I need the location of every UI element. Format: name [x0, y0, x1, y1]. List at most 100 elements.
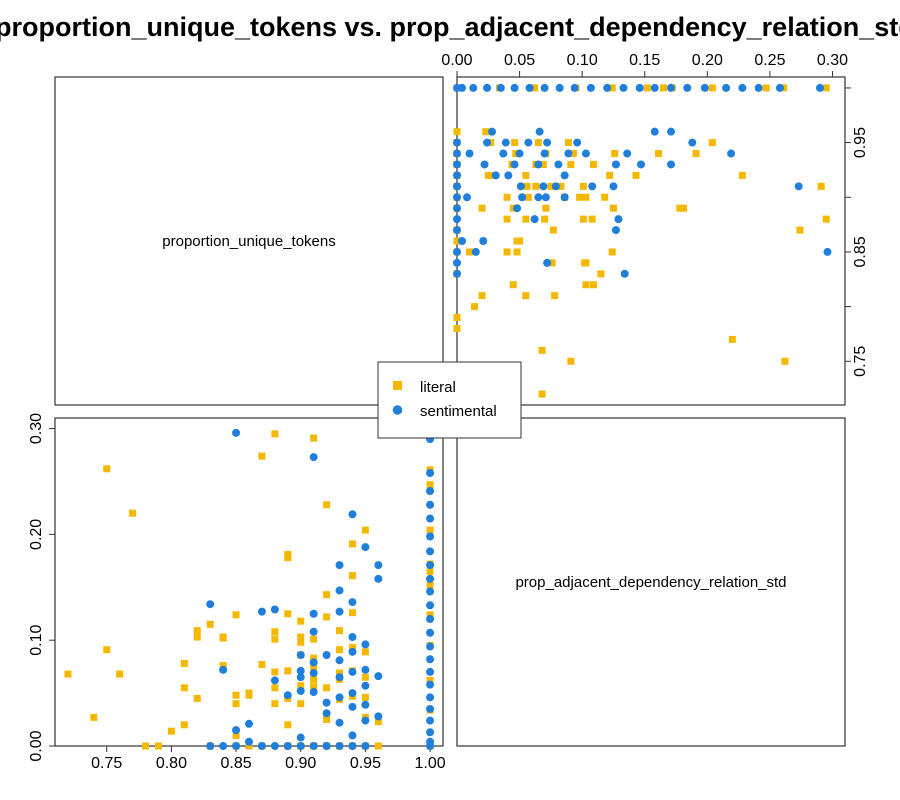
point-sentimental	[426, 587, 435, 596]
point-sentimental	[426, 628, 435, 637]
point-sentimental	[335, 607, 344, 616]
point-literal	[606, 171, 614, 179]
point-literal	[482, 128, 490, 136]
point-sentimental	[309, 668, 318, 677]
point-literal	[284, 721, 292, 729]
point-literal	[542, 204, 550, 212]
legend-literal-swatch	[393, 381, 402, 390]
point-literal	[503, 215, 511, 223]
point-literal	[817, 182, 825, 190]
point-sentimental	[426, 500, 435, 509]
point-sentimental	[374, 672, 383, 681]
point-sentimental	[309, 453, 318, 462]
point-sentimental	[426, 742, 435, 750]
point-literal	[348, 572, 356, 580]
point-sentimental	[374, 712, 383, 721]
point-sentimental	[426, 655, 435, 664]
point-literal	[271, 684, 279, 692]
point-literal	[310, 635, 318, 643]
point-literal	[471, 303, 479, 311]
point-sentimental	[232, 742, 241, 750]
point-literal	[336, 669, 344, 677]
point-sentimental	[823, 247, 832, 256]
point-sentimental	[283, 691, 292, 700]
point-sentimental	[636, 160, 645, 169]
point-literal	[426, 581, 434, 589]
y-tick-label-left: 0.00	[28, 730, 45, 761]
point-sentimental	[426, 574, 435, 583]
point-sentimental	[722, 83, 731, 92]
point-sentimental	[426, 667, 435, 676]
point-sentimental	[361, 681, 370, 690]
point-sentimental	[426, 693, 435, 702]
point-literal	[336, 646, 344, 654]
legend-box	[377, 361, 522, 439]
point-sentimental	[534, 160, 543, 169]
x-tick-label-top: 0.25	[754, 52, 785, 69]
y-tick-label-right: 0.85	[852, 236, 869, 267]
x-tick-label-top: 0.05	[504, 52, 535, 69]
point-literal	[374, 742, 382, 750]
point-literal	[601, 193, 609, 201]
point-sentimental	[426, 601, 435, 610]
point-literal	[567, 357, 575, 365]
point-sentimental	[738, 83, 747, 92]
point-literal	[608, 248, 616, 256]
point-literal	[538, 346, 546, 354]
point-literal	[557, 182, 565, 190]
point-sentimental	[540, 83, 549, 92]
point-literal	[103, 646, 111, 654]
point-literal	[180, 659, 188, 667]
point-literal	[193, 633, 201, 641]
point-sentimental	[496, 83, 505, 92]
point-literal	[361, 673, 369, 681]
point-sentimental	[374, 561, 383, 570]
point-sentimental	[245, 719, 253, 728]
point-literal	[582, 193, 590, 201]
point-literal	[531, 84, 539, 92]
point-sentimental	[232, 726, 241, 735]
point-sentimental	[348, 689, 357, 698]
point-literal	[581, 259, 589, 267]
point-sentimental	[426, 680, 435, 689]
point-literal	[271, 430, 279, 438]
x-tick-label-bottom: 0.75	[91, 755, 122, 772]
point-sentimental	[650, 127, 659, 136]
point-sentimental	[465, 149, 474, 158]
point-sentimental	[554, 160, 563, 169]
point-literal	[478, 204, 486, 212]
point-literal	[361, 648, 369, 656]
point-sentimental	[754, 83, 763, 92]
point-sentimental	[296, 742, 305, 750]
x-tick-label-top: 0.00	[441, 52, 472, 69]
point-literal	[180, 684, 188, 692]
legend-sentimental-label: sentimental	[420, 403, 497, 420]
point-sentimental	[518, 193, 527, 202]
point-literal	[271, 635, 279, 643]
point-sentimental	[516, 182, 525, 191]
point-sentimental	[667, 127, 676, 136]
point-literal	[271, 668, 279, 676]
point-sentimental	[614, 215, 623, 224]
point-sentimental	[513, 204, 522, 213]
point-sentimental	[426, 532, 435, 541]
point-sentimental	[530, 215, 539, 224]
point-sentimental	[611, 160, 620, 169]
point-literal	[453, 314, 461, 322]
point-literal	[503, 193, 511, 201]
x-tick-label-bottom: 0.85	[220, 755, 251, 772]
point-sentimental	[501, 138, 510, 147]
point-literal	[116, 670, 124, 678]
point-sentimental	[453, 149, 461, 158]
point-literal	[680, 204, 688, 212]
point-sentimental	[453, 215, 461, 224]
point-literal	[336, 627, 344, 635]
point-literal	[284, 550, 292, 558]
legend-sentimental-swatch	[392, 405, 403, 415]
point-literal	[232, 611, 240, 619]
point-literal	[297, 633, 305, 641]
point-sentimental	[426, 487, 435, 496]
point-literal	[297, 700, 305, 708]
point-sentimental	[348, 742, 357, 750]
point-sentimental	[335, 561, 344, 570]
